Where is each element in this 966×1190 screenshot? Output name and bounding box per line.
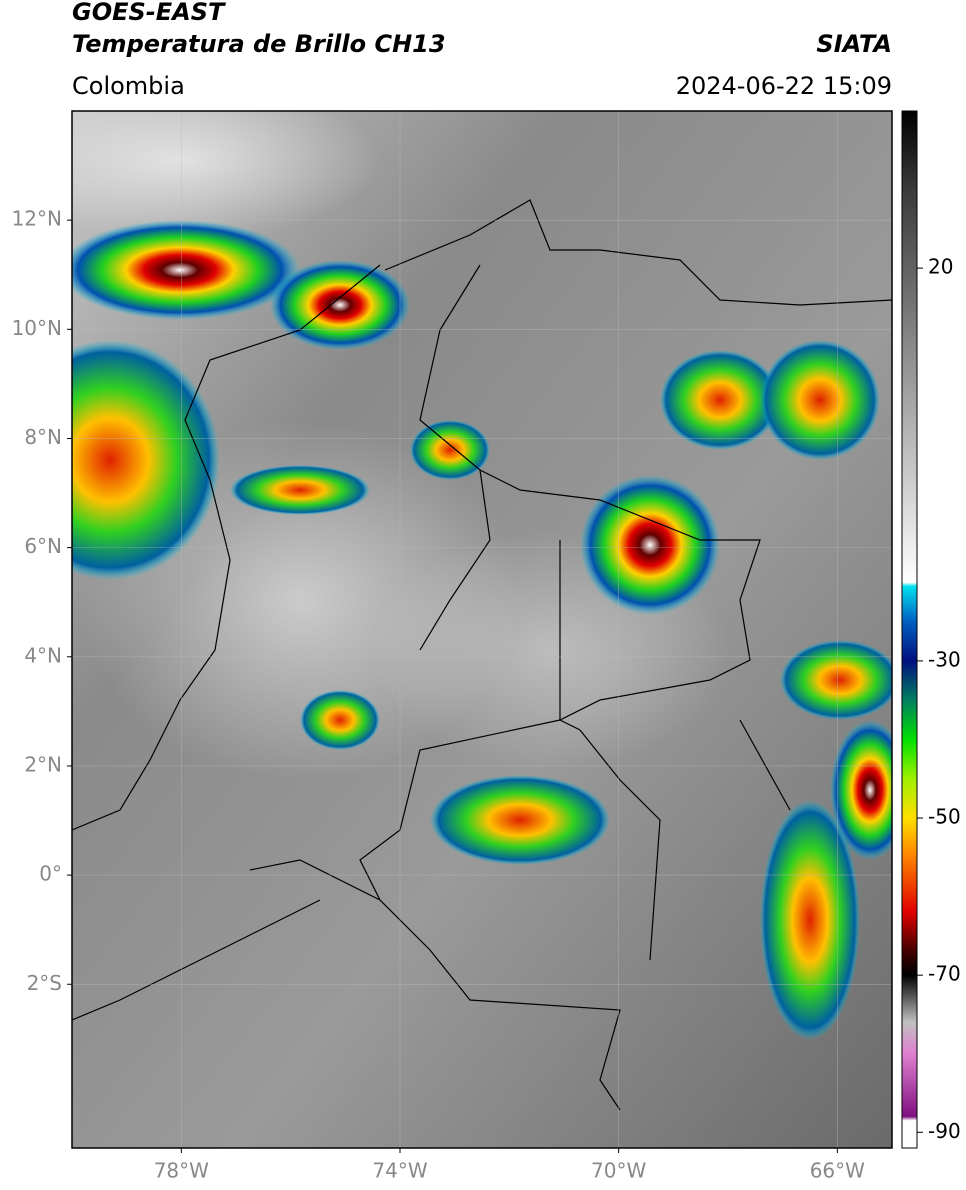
region: Colombia bbox=[72, 72, 185, 100]
graticule bbox=[72, 111, 892, 1148]
y-tick-label: 0° bbox=[39, 862, 62, 886]
y-tick-label: 8°N bbox=[24, 425, 62, 449]
y-tick-label: 2°N bbox=[24, 752, 62, 776]
x-tick-label: 78°W bbox=[154, 1159, 209, 1183]
y-tick-label: 12°N bbox=[12, 207, 62, 231]
satellite-image bbox=[72, 111, 892, 1148]
y-tick-label: 6°N bbox=[24, 534, 62, 558]
source: SIATA bbox=[816, 30, 892, 58]
y-tick-label: 10°N bbox=[12, 316, 62, 340]
colorbar-label: -90 bbox=[928, 1119, 961, 1143]
datetime: 2024-06-22 15:09 bbox=[676, 72, 892, 100]
x-tick-label: 74°W bbox=[372, 1159, 427, 1183]
subtitle: Temperatura de Brillo CH13 bbox=[72, 30, 446, 58]
y-tick-label: 4°N bbox=[24, 643, 62, 667]
y-tick-label: 2°S bbox=[27, 971, 62, 995]
colorbar-label: 20 bbox=[928, 255, 953, 279]
colorbar-label: -30 bbox=[928, 647, 961, 671]
title: GOES-EAST bbox=[72, 0, 226, 26]
x-tick-label: 66°W bbox=[810, 1159, 865, 1183]
x-tick-label: 70°W bbox=[591, 1159, 646, 1183]
colorbar-label: -70 bbox=[928, 962, 961, 986]
map-frame bbox=[71, 110, 893, 1149]
colorbar bbox=[901, 110, 918, 1149]
colorbar-label: -50 bbox=[928, 805, 961, 829]
